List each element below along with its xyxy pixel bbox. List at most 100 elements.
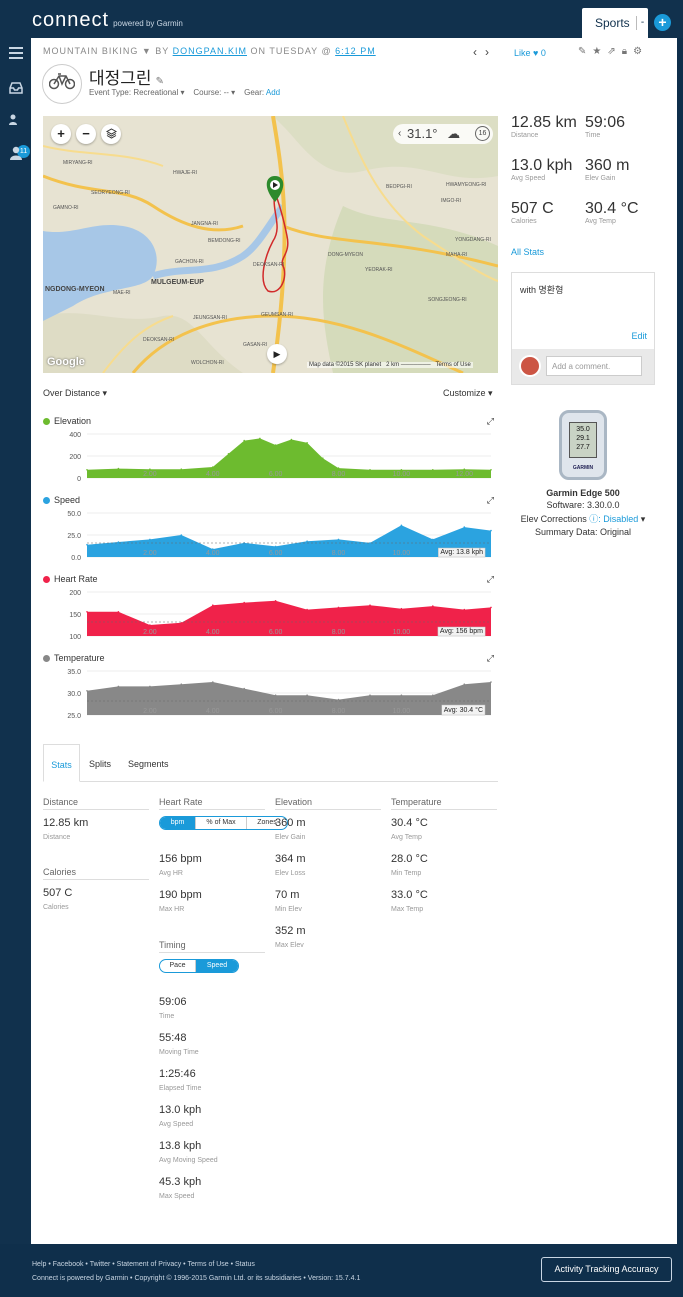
connections-icon[interactable]: [9, 113, 23, 129]
hr-unit-toggle: bpm % of Max Zones: [159, 816, 288, 830]
connect-logo[interactable]: connect powered by Garmin: [32, 9, 183, 31]
gear-icon[interactable]: ⚙: [633, 46, 649, 57]
svg-text:BEMDONG-RI: BEMDONG-RI: [208, 238, 241, 244]
expand-icon[interactable]: ⤢: [486, 653, 494, 663]
footer-links[interactable]: Help • Facebook • Twitter • Statement of…: [32, 1261, 255, 1268]
toggle-percent-max[interactable]: % of Max: [196, 817, 247, 829]
add-gear-link[interactable]: Add: [265, 88, 281, 97]
activity-type[interactable]: MOUNTAIN BIKING: [43, 46, 139, 56]
comment-input[interactable]: Add a comment.: [546, 356, 642, 376]
profile-icon[interactable]: [9, 146, 23, 163]
footer-copyright: Connect is powered by Garmin • Copyright…: [32, 1275, 361, 1282]
activity-breadcrumb: MOUNTAIN BIKING ▼ BY DONGPAN.KIM ON TUES…: [43, 46, 376, 56]
next-icon[interactable]: ›: [485, 45, 489, 59]
zoom-out-button[interactable]: −: [76, 124, 96, 144]
sports-menu-toggle[interactable]: -: [636, 16, 648, 30]
weather-widget[interactable]: ‹ 31.1° ☁ 16: [393, 124, 493, 144]
data-point: [259, 437, 261, 440]
over-distance-select[interactable]: Over Distance ▾: [43, 388, 108, 398]
expand-icon[interactable]: ⤢: [486, 574, 494, 584]
data-point: [180, 683, 183, 685]
chart-plot[interactable]: 50.025.00.02.004.006.008.0010.0012.00Avg…: [43, 509, 498, 563]
toggle-bpm[interactable]: bpm: [160, 817, 196, 829]
tab-stats[interactable]: Stats: [43, 744, 80, 782]
play-route-button[interactable]: ▶: [267, 344, 287, 364]
layers-icon[interactable]: [101, 124, 121, 144]
toggle-speed[interactable]: Speed: [196, 960, 238, 972]
activity-tracking-accuracy-button[interactable]: Activity Tracking Accuracy: [541, 1257, 672, 1282]
tab-splits[interactable]: Splits: [89, 759, 112, 769]
inbox-icon[interactable]: [9, 81, 23, 97]
x-tick-label: 2.00: [143, 471, 157, 478]
x-tick-label: 10.00: [393, 708, 411, 715]
elev-corrections-select[interactable]: Disabled: [603, 514, 639, 524]
main-content: MOUNTAIN BIKING ▼ BY DONGPAN.KIM ON TUES…: [31, 38, 677, 1244]
expand-icon[interactable]: ⤢: [486, 416, 494, 426]
heart-rate-chart: Heart Rate ⤢ 200 150 100 2.00 4.00 6.00 8.00 10.…: [43, 574, 498, 646]
series-area: [87, 682, 491, 715]
course-select[interactable]: Course: --: [193, 88, 229, 97]
comment-box: with 명환형 Edit Add a comment.: [511, 272, 655, 385]
data-point: [337, 467, 340, 469]
terms-link[interactable]: Terms of Use: [435, 362, 471, 368]
data-point: [432, 605, 434, 607]
average-label: Avg: 13.8 kph: [440, 549, 483, 556]
all-stats-link[interactable]: All Stats: [511, 247, 545, 257]
data-point: [490, 469, 492, 471]
expand-icon[interactable]: ⤢: [486, 495, 494, 505]
data-point: [149, 468, 151, 470]
sports-tab[interactable]: Sports -: [582, 8, 648, 38]
tab-segments[interactable]: Segments: [128, 759, 169, 769]
data-point: [463, 683, 466, 685]
svg-text:YONGDANG-RI: YONGDANG-RI: [455, 237, 491, 243]
star-icon[interactable]: ★: [592, 46, 608, 57]
chart-plot[interactable]: 35.030.025.02.004.006.008.0010.0012.00Av…: [43, 667, 498, 721]
pencil-icon[interactable]: ✎: [578, 46, 593, 57]
chart-plot[interactable]: 2001501002.004.006.008.0010.0012.00Avg: …: [43, 588, 498, 642]
by-label: BY: [155, 46, 170, 56]
edit-title-icon[interactable]: ✎: [155, 76, 164, 87]
menu-icon[interactable]: [9, 46, 23, 62]
x-tick-label: 6.00: [269, 629, 283, 636]
svg-text:DONG-MYEON: DONG-MYEON: [328, 252, 363, 258]
customize-select[interactable]: Customize ▾: [443, 388, 493, 398]
like-button[interactable]: Like ♥ 0: [514, 48, 546, 58]
activity-time[interactable]: 6:12 PM: [335, 46, 376, 56]
summary-data: Summary Data: Original: [534, 527, 632, 537]
event-type-select[interactable]: Event Type: Recreational: [89, 88, 179, 97]
zoom-in-button[interactable]: +: [51, 124, 71, 144]
elevation-chart: Elevation ⤢ 400 200 0 2.00 4.00 6.00 8.00 10.00 1…: [43, 416, 498, 488]
data-point: [180, 534, 183, 536]
lock-icon[interactable]: 🔒︎: [621, 46, 634, 57]
previous-icon[interactable]: ‹: [473, 45, 477, 59]
svg-text:MAHA-RI: MAHA-RI: [446, 252, 467, 258]
x-tick-label: 8.00: [332, 471, 346, 478]
route-map[interactable]: HWAJE-RI SEORYEONG-RI GAMNO-RI MIRYANG-RI B…: [43, 116, 498, 373]
share-icon[interactable]: ⇗: [607, 46, 622, 57]
x-tick-label: 4.00: [206, 550, 220, 557]
elev-corrections: Elev Corrections ⓘ: Disabled ▾: [520, 514, 646, 524]
chevron-down-icon[interactable]: ▼: [141, 46, 156, 56]
svg-text:MAE-RI: MAE-RI: [113, 290, 131, 296]
help-icon[interactable]: ⓘ: [589, 514, 599, 524]
toggle-pace[interactable]: Pace: [160, 960, 196, 972]
average-label-box: [441, 704, 486, 716]
author-link[interactable]: DONGPAN.KIM: [172, 46, 247, 56]
data-point: [432, 694, 434, 696]
chevron-left-icon[interactable]: ‹: [398, 128, 402, 139]
detail-label: Moving Time: [159, 1049, 199, 1056]
chart-header: Temperature ⤢: [43, 653, 498, 667]
legend-dot: [43, 497, 50, 504]
data-point: [212, 548, 214, 550]
x-tick-label: 12.00: [456, 471, 474, 478]
toggle-zones[interactable]: Zones: [257, 819, 277, 826]
pace-speed-toggle: Pace Speed: [159, 959, 239, 973]
data-point: [117, 685, 120, 688]
edit-comment-link[interactable]: Edit: [631, 331, 647, 341]
detail-label: Max Temp: [391, 906, 424, 913]
left-rail: 11: [0, 38, 31, 1244]
chart-plot[interactable]: 400 200 0 2.00 4.00 6.00 8.00 10.00 12.00: [43, 430, 498, 484]
activity-title[interactable]: 대정그린 ✎: [89, 69, 164, 88]
x-tick-label: 8.00: [332, 629, 346, 636]
add-button[interactable]: +: [654, 14, 671, 31]
